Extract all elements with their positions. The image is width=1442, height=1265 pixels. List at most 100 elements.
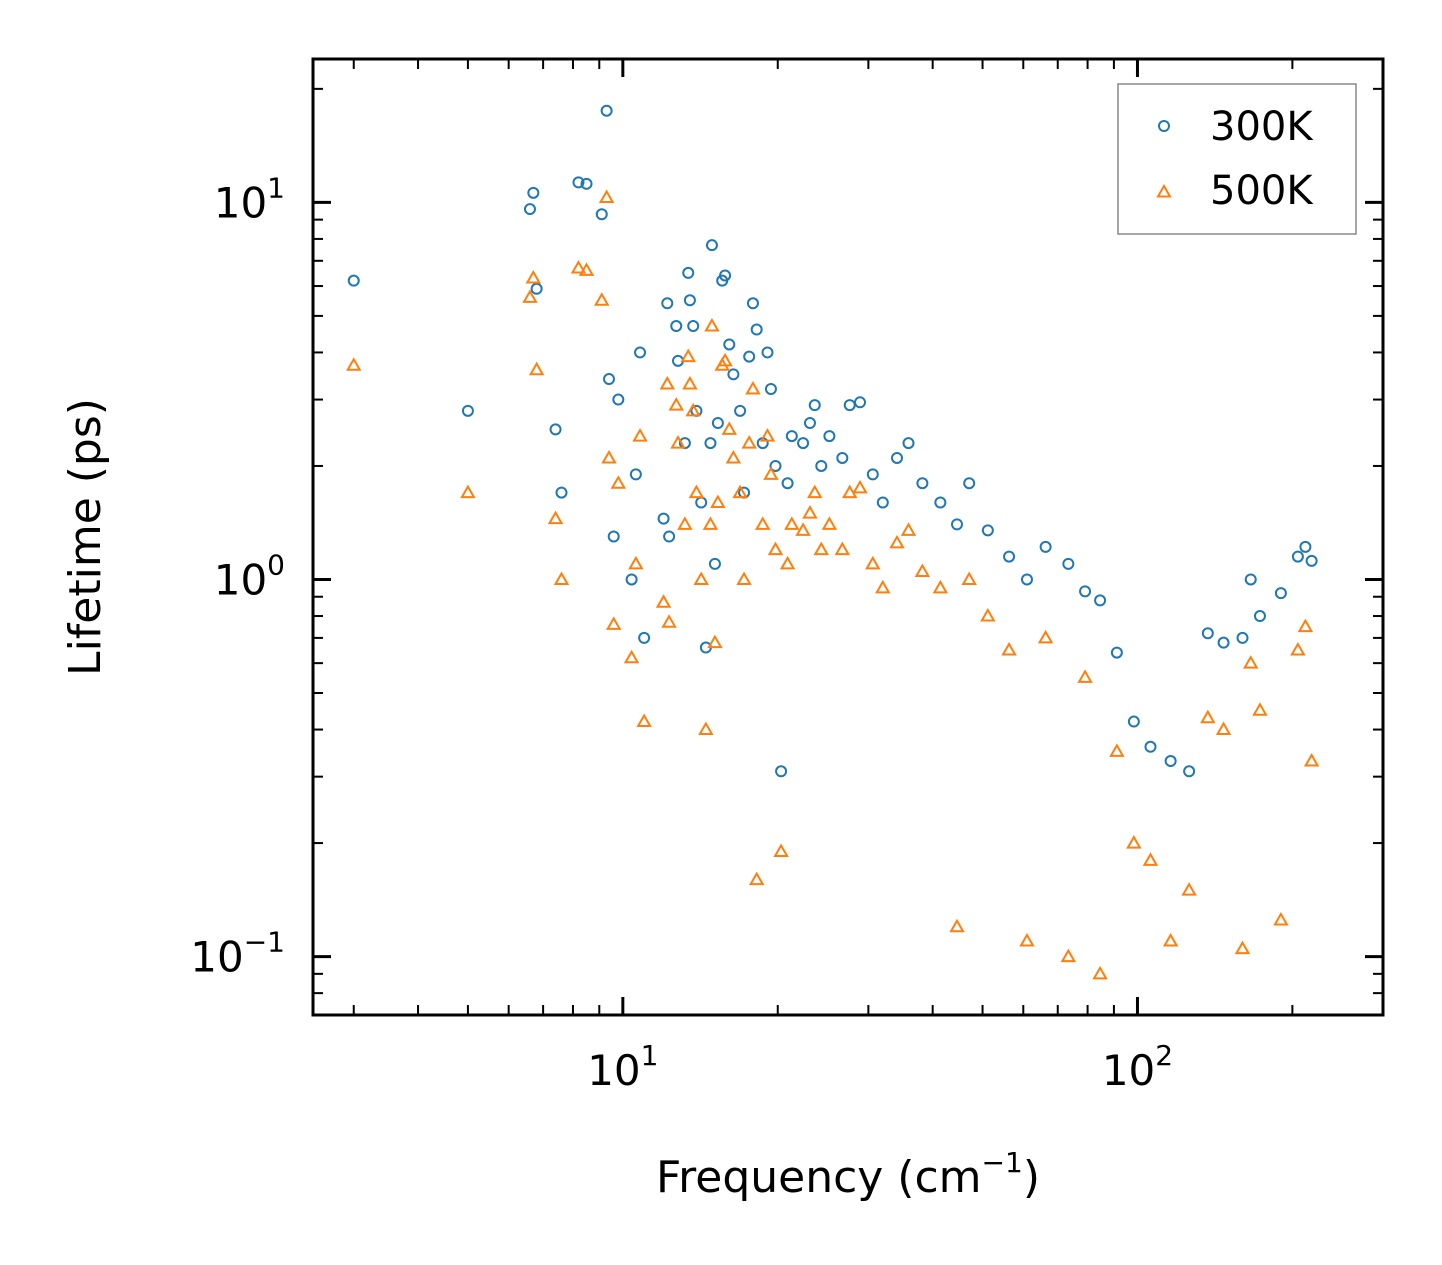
data-point bbox=[1297, 618, 1314, 633]
data-point bbox=[781, 477, 794, 490]
data-point bbox=[950, 518, 963, 531]
data-point bbox=[759, 428, 776, 442]
data-point bbox=[693, 571, 709, 585]
data-point bbox=[710, 494, 726, 509]
data-point bbox=[734, 404, 747, 417]
data-point bbox=[719, 269, 732, 282]
data-point bbox=[748, 871, 765, 886]
data-point bbox=[346, 357, 362, 371]
x-axis-label: Frequency (cm−1) bbox=[656, 1146, 1040, 1203]
data-point bbox=[1019, 932, 1035, 947]
series-500K bbox=[346, 189, 1320, 980]
data-point bbox=[797, 437, 810, 450]
data-point bbox=[1020, 573, 1033, 586]
data-point bbox=[605, 616, 622, 630]
data-point bbox=[578, 262, 595, 276]
data-point bbox=[836, 451, 849, 464]
data-point bbox=[875, 579, 891, 594]
data-point bbox=[900, 522, 917, 536]
legend-box bbox=[1117, 83, 1357, 235]
data-point bbox=[603, 373, 616, 386]
data-point bbox=[657, 512, 670, 525]
data-point bbox=[570, 259, 587, 274]
legend: 300K 500K bbox=[1117, 83, 1357, 235]
data-point bbox=[698, 721, 714, 736]
data-point bbox=[750, 323, 763, 336]
data-point bbox=[655, 594, 672, 608]
data-point bbox=[813, 541, 830, 556]
data-point bbox=[963, 477, 976, 490]
data-point bbox=[802, 505, 818, 519]
data-point bbox=[723, 338, 736, 351]
data-point bbox=[1303, 753, 1320, 767]
data-point bbox=[808, 399, 821, 412]
y-tick-label: 101 bbox=[214, 171, 285, 227]
data-point bbox=[842, 484, 858, 499]
data-point bbox=[695, 496, 708, 509]
data-point bbox=[902, 437, 915, 450]
data-point bbox=[1274, 587, 1287, 600]
data-point bbox=[522, 289, 538, 303]
data-point bbox=[668, 397, 684, 411]
data-point bbox=[821, 516, 838, 530]
data-point bbox=[1243, 655, 1259, 669]
data-point bbox=[1110, 646, 1123, 659]
points-layer bbox=[346, 104, 1320, 980]
data-point bbox=[1273, 912, 1289, 926]
data-point bbox=[736, 571, 752, 585]
data-point bbox=[594, 292, 610, 306]
data-point bbox=[1142, 852, 1159, 866]
data-point bbox=[876, 496, 889, 509]
data-point bbox=[866, 468, 879, 481]
legend-marker-500K bbox=[1156, 183, 1172, 198]
data-point bbox=[852, 479, 868, 494]
data-point bbox=[600, 104, 613, 117]
x-tick-label: 102 bbox=[1102, 1039, 1173, 1095]
data-point bbox=[1234, 940, 1251, 955]
data-point bbox=[1299, 540, 1312, 553]
data-point bbox=[1077, 669, 1093, 683]
data-point bbox=[663, 530, 676, 543]
data-point bbox=[580, 177, 593, 190]
data-point bbox=[1215, 721, 1232, 736]
data-point bbox=[934, 496, 947, 509]
data-point bbox=[1001, 642, 1017, 656]
data-point bbox=[670, 435, 686, 449]
data-point bbox=[1236, 631, 1249, 644]
legend-label-500K: 500K bbox=[1210, 168, 1314, 214]
data-point bbox=[704, 437, 717, 450]
data-point bbox=[683, 294, 696, 307]
data-point bbox=[773, 843, 789, 857]
data-point bbox=[659, 375, 676, 390]
data-point bbox=[815, 459, 828, 472]
data-point bbox=[732, 484, 748, 499]
x-tick-label: 101 bbox=[587, 1039, 658, 1095]
data-point bbox=[717, 352, 733, 367]
data-point bbox=[721, 421, 737, 435]
data-point bbox=[523, 203, 536, 216]
data-point bbox=[1201, 627, 1214, 640]
data-point bbox=[347, 274, 360, 287]
data-point bbox=[746, 297, 759, 310]
data-point bbox=[1164, 755, 1177, 768]
data-point bbox=[553, 571, 570, 585]
data-point bbox=[530, 282, 543, 295]
data-point bbox=[670, 320, 683, 333]
data-point bbox=[1305, 554, 1318, 567]
data-point bbox=[677, 516, 693, 530]
data-point bbox=[1200, 709, 1216, 724]
data-point bbox=[708, 557, 721, 570]
data-point bbox=[638, 631, 651, 644]
data-point bbox=[932, 579, 949, 594]
data-point bbox=[727, 368, 740, 381]
data-point bbox=[685, 402, 701, 417]
data-point bbox=[661, 297, 674, 310]
data-point bbox=[525, 270, 542, 284]
data-point bbox=[460, 484, 476, 499]
data-point bbox=[623, 649, 640, 664]
data-point bbox=[784, 516, 800, 530]
data-point bbox=[704, 318, 720, 332]
data-point bbox=[1037, 629, 1054, 644]
data-point bbox=[767, 541, 784, 556]
plot-frame bbox=[311, 57, 1385, 1017]
